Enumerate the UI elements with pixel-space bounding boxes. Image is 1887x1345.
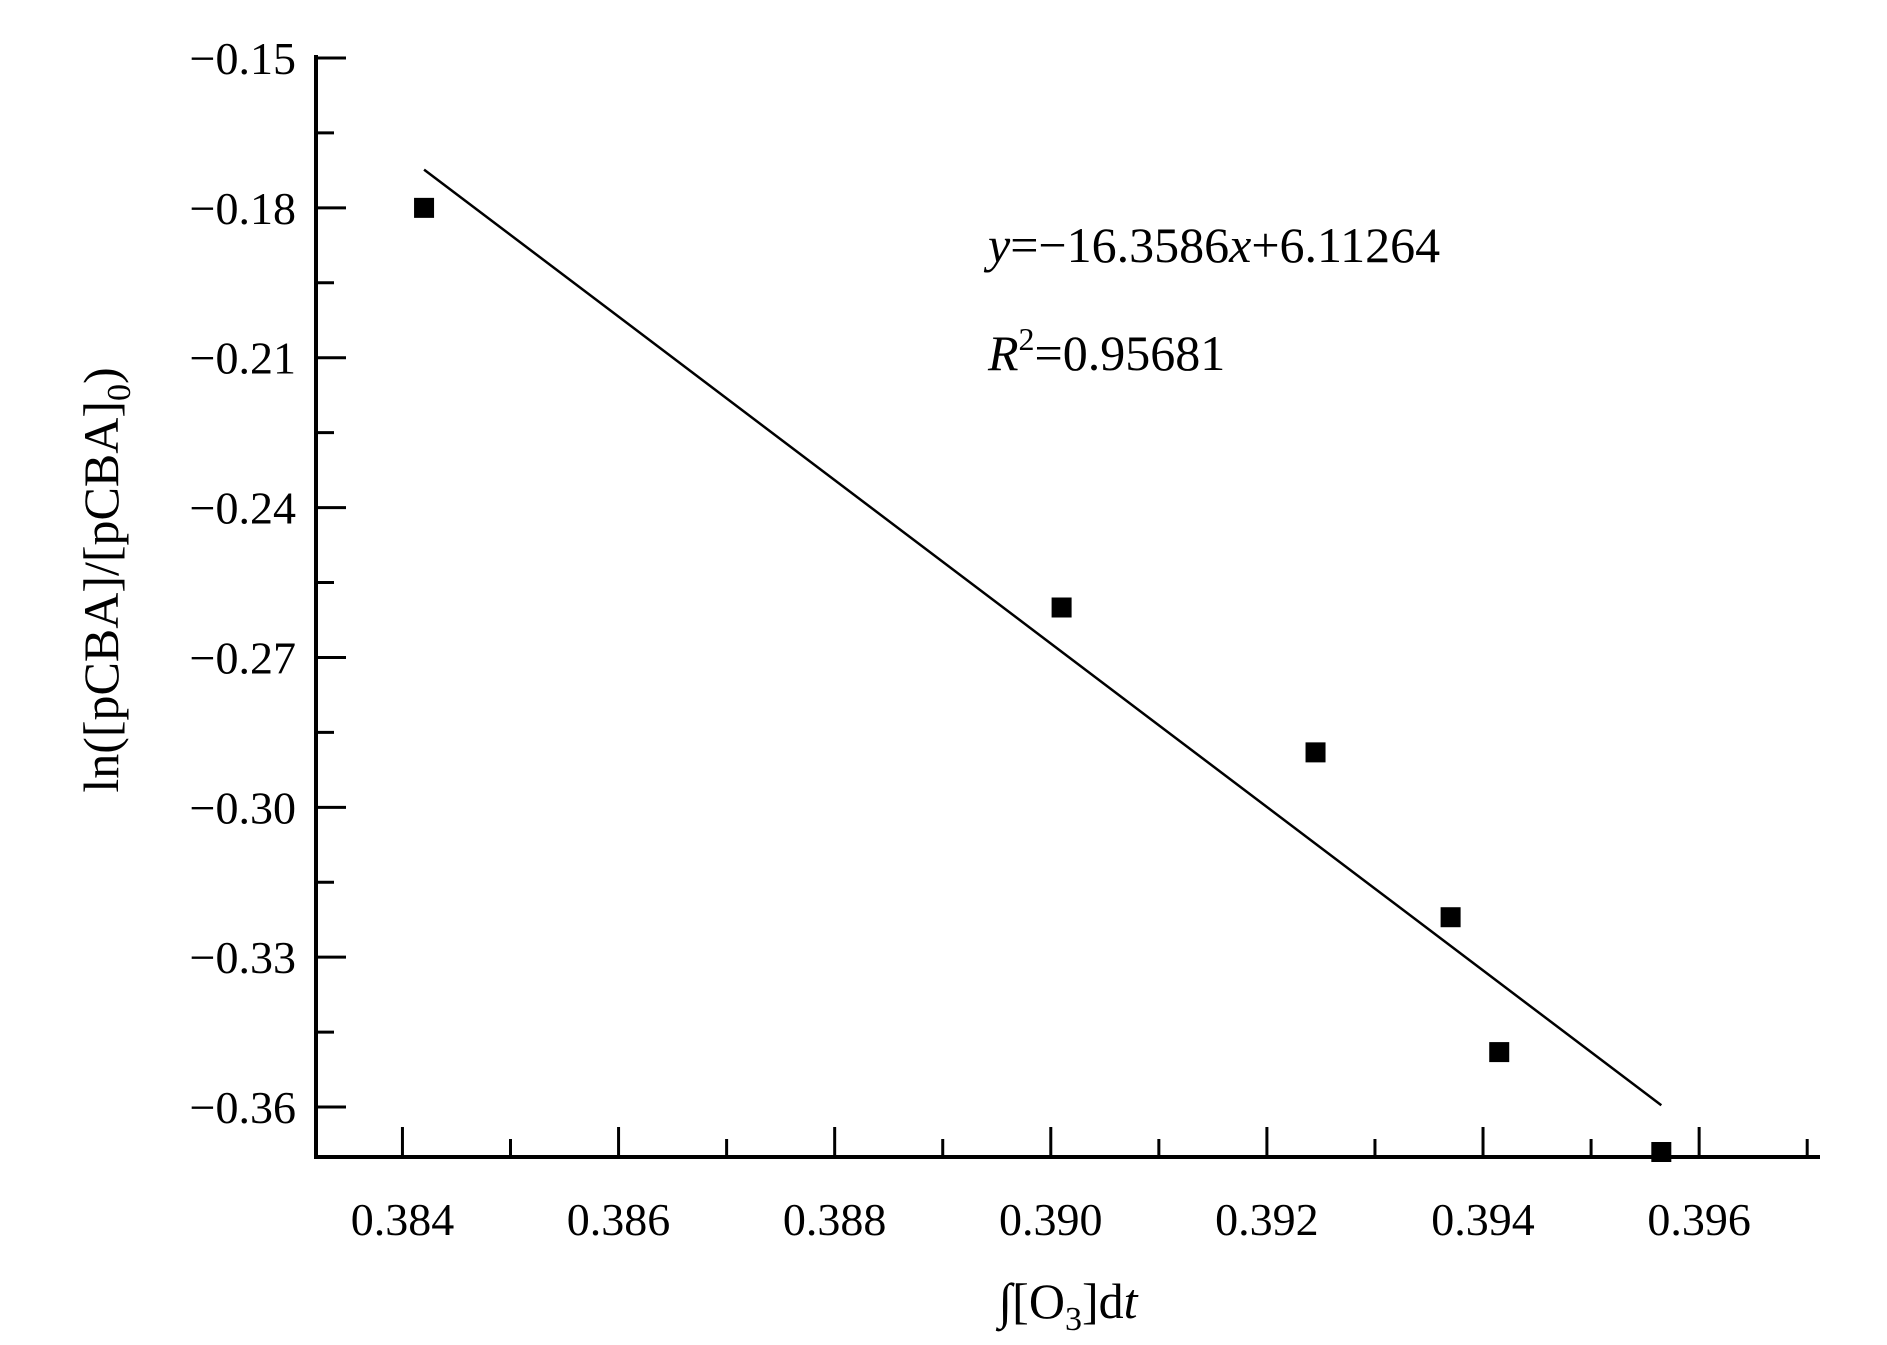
r-squared-value: =0.95681 (1035, 325, 1226, 381)
equation-slope: =−16.3586 (1010, 217, 1229, 273)
x-axis-title-prefix: ∫[O (995, 1273, 1064, 1332)
y-axis-title-sub: 0 (101, 384, 138, 401)
data-point (1651, 1142, 1672, 1163)
y-tick-label: −0.21 (190, 333, 296, 384)
r-squared-annotation: R2=0.95681 (987, 321, 1225, 381)
r-squared-r: R (987, 325, 1019, 381)
x-tick-label: 0.388 (783, 1194, 887, 1245)
y-tick-label: −0.15 (190, 33, 296, 84)
x-tick-label: 0.396 (1647, 1194, 1751, 1245)
x-tick-label: 0.392 (1215, 1194, 1319, 1245)
y-tick-label: −0.27 (190, 632, 296, 683)
y-tick-label: −0.24 (190, 483, 296, 534)
data-point (1305, 742, 1326, 763)
y-tick-label: −0.33 (190, 932, 296, 983)
data-point (1489, 1042, 1510, 1063)
y-axis-title-close: ) (73, 367, 129, 384)
r-squared-sup: 2 (1019, 321, 1035, 357)
equation-intercept: +6.11264 (1251, 217, 1440, 273)
data-point (1440, 907, 1461, 928)
x-axis-title-suffix: ]d (1082, 1273, 1124, 1329)
y-tick-label: −0.30 (190, 782, 296, 833)
x-axis-ticks: 0.384 0.386 0.388 0.390 0.392 0.394 0.396 (351, 1127, 1809, 1245)
data-point (1051, 597, 1072, 618)
y-tick-label: −0.36 (190, 1082, 296, 1133)
x-axis-title-italic: t (1124, 1273, 1139, 1329)
y-tick-label: −0.18 (190, 183, 296, 234)
equation-y: y (983, 217, 1011, 273)
x-tick-label: 0.390 (999, 1194, 1103, 1245)
x-tick-label: 0.394 (1431, 1194, 1535, 1245)
x-tick-label: 0.384 (351, 1194, 455, 1245)
y-axis-title: ln([pCBA]/[pCBA]0) (73, 367, 138, 792)
equation-annotation: y=−16.3586x+6.11264 (983, 217, 1440, 273)
data-point (414, 197, 435, 218)
equation-x: x (1228, 217, 1251, 273)
data-points (414, 197, 1672, 1163)
fit-line (423, 168, 1663, 1107)
x-tick-label: 0.386 (567, 1194, 671, 1245)
y-axis-title-main: ln([pCBA]/[pCBA] (73, 401, 129, 793)
y-axis-ticks: −0.15 −0.18 −0.21 −0.24 −0.27 −0.30 −0.33 −0.36 (190, 33, 346, 1133)
x-axis-title-sub: 3 (1065, 1301, 1082, 1338)
x-axis-title: ∫[O3]dt (995, 1273, 1138, 1338)
